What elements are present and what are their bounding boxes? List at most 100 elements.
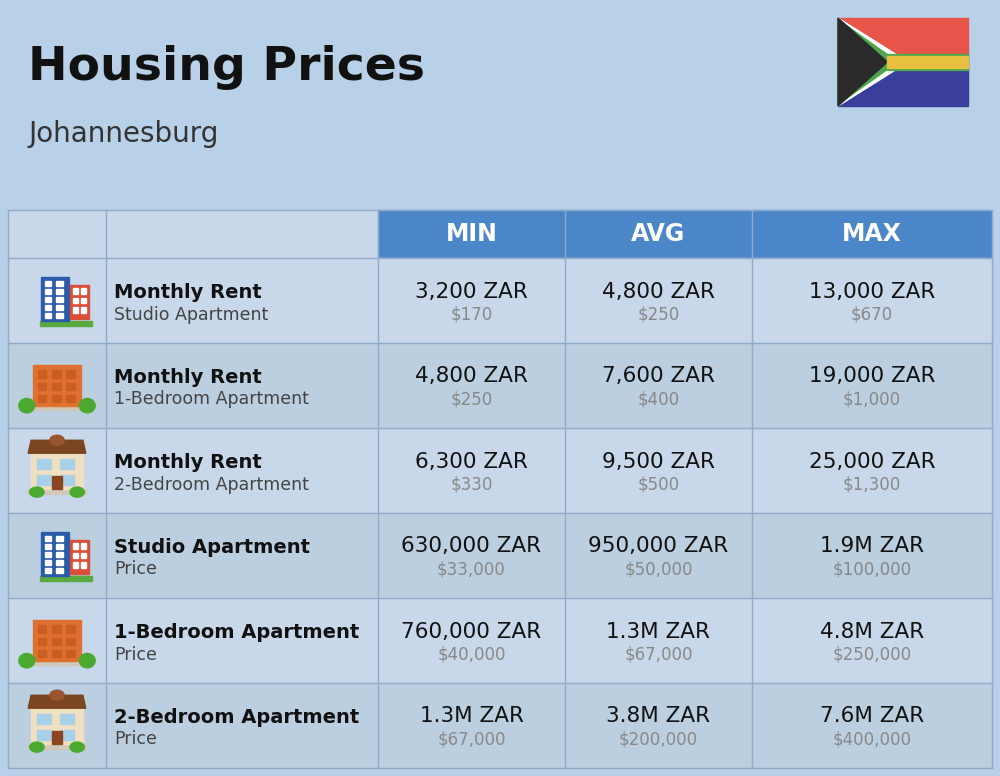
- Ellipse shape: [79, 653, 95, 668]
- Bar: [56, 568, 63, 573]
- Bar: [70, 285, 89, 319]
- Polygon shape: [28, 440, 86, 453]
- Text: $67,000: $67,000: [624, 646, 693, 663]
- Bar: [56, 305, 63, 310]
- Bar: [8, 210, 378, 258]
- Bar: [40, 576, 92, 580]
- Bar: [56, 281, 63, 286]
- Bar: [45, 289, 51, 294]
- Text: $100,000: $100,000: [832, 560, 912, 578]
- Bar: [8, 428, 992, 512]
- Text: 13,000 ZAR: 13,000 ZAR: [809, 282, 935, 302]
- Bar: [56, 559, 63, 565]
- Bar: [24, 406, 90, 410]
- Text: Housing Prices: Housing Prices: [28, 45, 425, 90]
- Text: MIN: MIN: [446, 222, 497, 246]
- Bar: [45, 544, 51, 549]
- Bar: [38, 638, 46, 645]
- Bar: [8, 513, 992, 597]
- Bar: [66, 370, 75, 378]
- Ellipse shape: [30, 742, 44, 752]
- Bar: [33, 365, 81, 406]
- Bar: [73, 562, 78, 568]
- Bar: [56, 552, 63, 557]
- Text: $250,000: $250,000: [832, 646, 912, 663]
- Bar: [31, 453, 83, 489]
- Text: 4,800 ZAR: 4,800 ZAR: [602, 282, 715, 302]
- Bar: [45, 568, 51, 573]
- Bar: [8, 258, 992, 342]
- Text: MAX: MAX: [842, 222, 902, 246]
- Bar: [66, 383, 75, 390]
- Bar: [887, 54, 968, 70]
- Bar: [8, 343, 992, 427]
- Ellipse shape: [50, 690, 64, 700]
- Bar: [60, 714, 74, 724]
- Bar: [37, 475, 51, 485]
- Polygon shape: [838, 18, 900, 106]
- Text: Price: Price: [114, 560, 157, 578]
- Bar: [73, 288, 78, 294]
- Bar: [60, 729, 74, 740]
- Text: Monthly Rent: Monthly Rent: [114, 283, 262, 302]
- Bar: [81, 298, 86, 303]
- Bar: [38, 625, 46, 632]
- Bar: [24, 660, 90, 665]
- Bar: [28, 744, 86, 749]
- Text: $400,000: $400,000: [832, 730, 912, 749]
- Text: Price: Price: [114, 730, 157, 749]
- Text: 2-Bedroom Apartment: 2-Bedroom Apartment: [114, 476, 309, 494]
- Text: 6,300 ZAR: 6,300 ZAR: [415, 452, 528, 472]
- Text: 19,000 ZAR: 19,000 ZAR: [809, 366, 935, 386]
- Bar: [73, 543, 78, 549]
- Ellipse shape: [30, 487, 44, 497]
- Text: $250: $250: [637, 306, 680, 324]
- Text: 950,000 ZAR: 950,000 ZAR: [588, 536, 729, 556]
- Text: AVG: AVG: [631, 222, 686, 246]
- Bar: [56, 297, 63, 302]
- Text: 25,000 ZAR: 25,000 ZAR: [809, 452, 935, 472]
- Bar: [28, 489, 86, 494]
- Bar: [56, 313, 63, 318]
- Text: 1-Bedroom Apartment: 1-Bedroom Apartment: [114, 390, 309, 408]
- Text: Monthly Rent: Monthly Rent: [114, 368, 262, 387]
- Ellipse shape: [19, 398, 35, 413]
- Bar: [81, 288, 86, 294]
- Polygon shape: [28, 695, 86, 708]
- Text: $50,000: $50,000: [624, 560, 693, 578]
- Text: $170: $170: [450, 306, 493, 324]
- Text: $67,000: $67,000: [437, 730, 506, 749]
- Bar: [45, 305, 51, 310]
- Bar: [66, 395, 75, 402]
- Bar: [73, 298, 78, 303]
- Bar: [41, 278, 69, 320]
- Bar: [38, 383, 46, 390]
- Bar: [41, 532, 69, 576]
- Polygon shape: [838, 18, 908, 62]
- Bar: [45, 559, 51, 565]
- Text: 4,800 ZAR: 4,800 ZAR: [415, 366, 528, 386]
- Bar: [66, 625, 75, 632]
- Text: $33,000: $33,000: [437, 560, 506, 578]
- Ellipse shape: [70, 742, 84, 752]
- Bar: [45, 281, 51, 286]
- Bar: [73, 307, 78, 313]
- Text: $670: $670: [851, 306, 893, 324]
- Text: $1,000: $1,000: [843, 390, 901, 408]
- Bar: [752, 210, 991, 258]
- Text: 1-Bedroom Apartment: 1-Bedroom Apartment: [114, 623, 359, 642]
- Text: 7,600 ZAR: 7,600 ZAR: [602, 366, 715, 386]
- Bar: [838, 62, 968, 106]
- Bar: [45, 313, 51, 318]
- Text: 3.8M ZAR: 3.8M ZAR: [606, 706, 711, 726]
- Bar: [37, 459, 51, 469]
- Bar: [38, 650, 46, 657]
- Text: $330: $330: [450, 476, 493, 494]
- Bar: [38, 370, 46, 378]
- Bar: [52, 476, 62, 489]
- Bar: [52, 731, 62, 744]
- Text: 1.3M ZAR: 1.3M ZAR: [606, 622, 710, 642]
- Text: 1.3M ZAR: 1.3M ZAR: [420, 706, 524, 726]
- Bar: [52, 395, 61, 402]
- Bar: [52, 370, 61, 378]
